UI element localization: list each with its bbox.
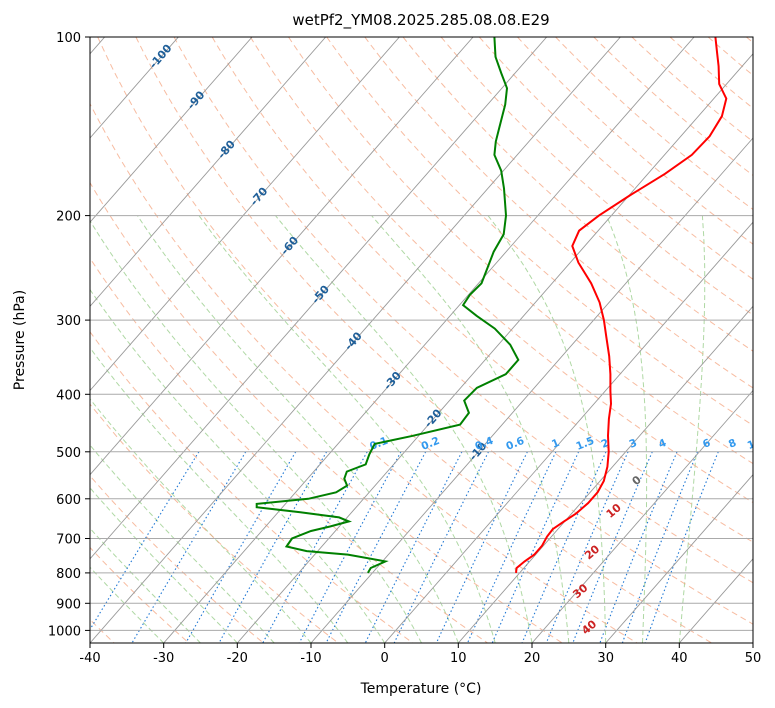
y-tick-label: 500: [56, 446, 81, 461]
dewpoint-line: [255, 37, 520, 574]
moist-adiabat: [90, 566, 165, 643]
isotherm-line: [236, 53, 753, 643]
plot-area: [90, 37, 753, 643]
mixing-ratio-label: 1: [550, 437, 561, 451]
mixing-ratio-line: [90, 451, 200, 631]
y-tick-label: 700: [56, 533, 81, 548]
mixing-ratio-line: [185, 451, 297, 643]
isotherm-line: [90, 37, 548, 560]
isotherm-line: [531, 389, 753, 643]
x-tick-label: 10: [450, 651, 467, 666]
isotherm-line: [605, 474, 753, 643]
plot-frame: [89, 36, 754, 644]
mixing-ratio-line: [435, 451, 528, 643]
isotherm-line: [457, 305, 753, 643]
moist-adiabat: [90, 398, 312, 643]
x-tick-label: 20: [524, 651, 541, 666]
dry-adiabat: [478, 37, 753, 280]
y-axis-label: Pressure (hPa): [12, 290, 28, 390]
isotherm-line: [90, 37, 327, 307]
dry-adiabat: [211, 37, 753, 543]
mixing-ratio-label: 8: [727, 437, 738, 451]
isotherm-line: [310, 137, 753, 643]
dry-adiabat: [90, 403, 339, 643]
x-tick-label: 0: [381, 651, 389, 666]
y-tick-label: 600: [56, 493, 81, 508]
dry-adiabat: [517, 37, 753, 245]
mixing-ratio-line: [599, 451, 678, 643]
moist-adiabat: [371, 215, 570, 643]
isotherm-line: [90, 37, 474, 476]
moist-adiabat: [198, 215, 496, 643]
x-tick-label: -30: [153, 651, 174, 666]
mixing-ratio-line: [298, 451, 402, 643]
mixing-ratio-line: [325, 451, 427, 643]
mixing-ratio-label: 2: [599, 437, 610, 451]
moist-adiabat: [90, 219, 422, 643]
dry-adiabat: [364, 37, 753, 389]
dry-adiabat: [593, 37, 753, 176]
moist-adiabat: [137, 215, 459, 643]
dry-adiabat: [402, 37, 753, 352]
dry-adiabat: [326, 37, 753, 427]
mixing-ratio-line: [262, 451, 368, 643]
y-tick-label: 200: [56, 210, 81, 225]
y-tick-label: 1000: [48, 624, 81, 639]
y-tick-label: 800: [56, 567, 81, 582]
temperature-line: [515, 37, 728, 574]
isotherm-line: [90, 37, 253, 223]
dry-adiabat: [249, 37, 753, 504]
mixing-ratio-line: [218, 451, 328, 643]
dry-adiabat: [90, 102, 638, 643]
chart-title: wetPf2_YM08.2025.285.08.08.E29: [292, 11, 549, 30]
y-tick-label: 900: [56, 597, 81, 612]
mixing-ratio-label: 3: [627, 437, 638, 451]
mixing-ratio-label: 10: [746, 435, 764, 452]
x-tick-label: 30: [597, 651, 614, 666]
dry-adiabat: [90, 331, 414, 643]
mixing-ratio-line: [131, 451, 247, 643]
mixing-ratio-line: [521, 451, 607, 643]
dry-adiabat: [631, 37, 753, 143]
moist-adiabat: [90, 346, 349, 643]
isotherm-line: [163, 37, 695, 643]
x-tick-label: -40: [79, 651, 100, 666]
mixing-ratio-line: [545, 451, 629, 643]
x-tick-label: -10: [300, 651, 321, 666]
moist-adiabat: [90, 527, 201, 643]
x-tick-label: -20: [227, 651, 248, 666]
y-tick-label: 400: [56, 388, 81, 403]
dry-adiabat: [97, 37, 712, 643]
moist-adiabat: [90, 487, 238, 643]
mixing-ratio-line: [572, 451, 653, 643]
dry-adiabat: [135, 37, 753, 625]
x-tick-label: 40: [671, 651, 688, 666]
dry-adiabat: [90, 181, 563, 643]
x-axis-label: Temperature (°C): [360, 681, 482, 697]
dry-adiabat: [90, 257, 488, 643]
mixing-ratio-label: 6: [701, 437, 712, 451]
moist-adiabat: [606, 215, 648, 643]
isotherm-line: [90, 37, 400, 392]
axes: -40 -30 -20 -10 0 10 20 30 40 50 100 200 300 400 500 60…: [48, 31, 761, 666]
mixing-ratio-line: [491, 451, 580, 643]
isotherm-line: [384, 221, 753, 643]
isotherm-line: [90, 37, 621, 643]
moist-adiabat: [275, 215, 533, 643]
y-tick-label: 100: [56, 31, 81, 46]
profiles: [255, 37, 728, 574]
background-lines: [90, 37, 753, 643]
y-tick-label: 300: [56, 314, 81, 329]
x-tick-label: 50: [745, 651, 762, 666]
mixing-ratio-label: 4: [657, 437, 668, 451]
